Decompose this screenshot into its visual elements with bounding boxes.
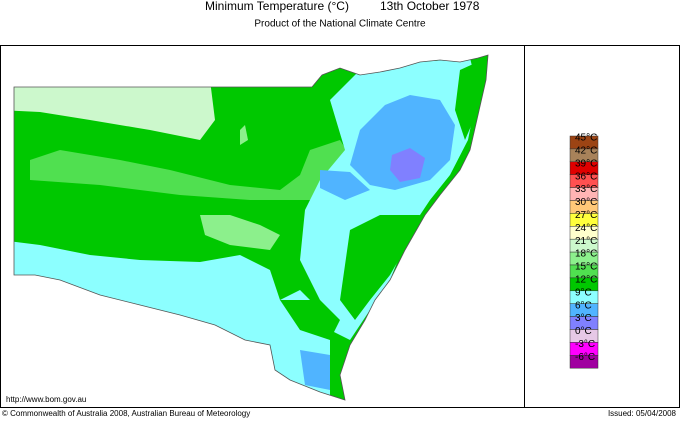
legend-label: 12°C (575, 275, 597, 286)
legend-label: 36°C (575, 171, 597, 182)
legend-label: 39°C (575, 158, 597, 169)
legend-frame (524, 45, 680, 408)
legend-label: 9°C (575, 287, 592, 298)
subtitle: Product of the National Climate Centre (254, 19, 426, 30)
nsw-map (14, 55, 488, 400)
legend-label: 18°C (575, 249, 597, 260)
legend-label: 27°C (575, 210, 597, 221)
legend-swatch (569, 355, 599, 369)
legend-label: 3°C (575, 313, 592, 324)
legend-label: 6°C (575, 300, 592, 311)
legend-label: 30°C (575, 197, 597, 208)
legend-label: 0°C (575, 326, 592, 337)
nsw-border (13, 54, 489, 401)
legend-label: 24°C (575, 223, 597, 234)
legend-label: 42°C (575, 146, 597, 157)
legend-label: -3°C (575, 339, 595, 350)
legend: 45°C 42°C39°C 36°C 33°C 30°C 27°C 24°C 21°C 18°C… (569, 133, 599, 369)
legend-label: -6°C (575, 352, 595, 363)
title: Minimum Temperature (°C) (205, 0, 349, 13)
legend-label: 15°C (575, 262, 597, 273)
legend-label: 21°C (575, 236, 597, 247)
date: 13th October 1978 (380, 0, 480, 13)
issued: Issued: 05/04/2008 (608, 409, 677, 418)
url: http://www.bom.gov.au (6, 395, 86, 404)
legend-label: 33°C (575, 184, 597, 195)
copyright: © Commonwealth of Australia 2008, Austra… (2, 409, 250, 418)
legend-label: 45°C (575, 133, 597, 144)
